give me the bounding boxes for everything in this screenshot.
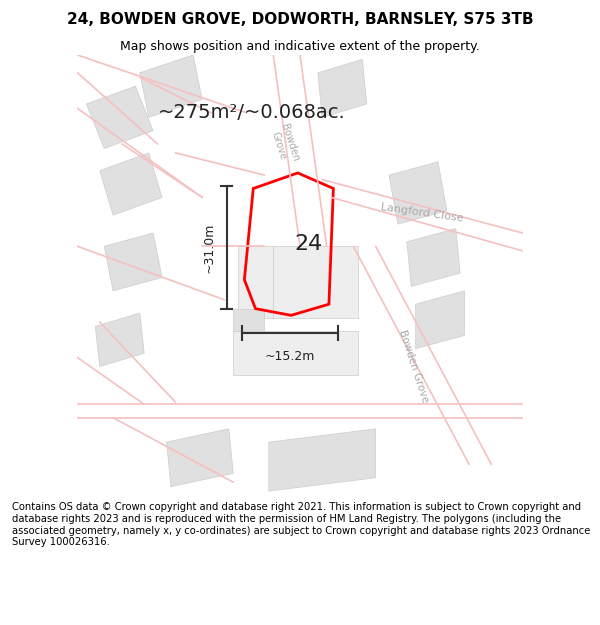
Text: ~275m²/~0.068ac.: ~275m²/~0.068ac.	[158, 103, 346, 122]
Polygon shape	[233, 309, 265, 331]
Polygon shape	[233, 331, 358, 376]
Text: Langford Close: Langford Close	[380, 202, 464, 224]
Polygon shape	[416, 291, 464, 349]
Polygon shape	[104, 233, 162, 291]
Text: 24, BOWDEN GROVE, DODWORTH, BARNSLEY, S75 3TB: 24, BOWDEN GROVE, DODWORTH, BARNSLEY, S7…	[67, 12, 533, 27]
Polygon shape	[95, 313, 144, 366]
Polygon shape	[238, 246, 274, 318]
Polygon shape	[86, 86, 153, 149]
Text: ~15.2m: ~15.2m	[265, 350, 315, 363]
Text: ~31.0m: ~31.0m	[202, 222, 215, 272]
Polygon shape	[318, 59, 367, 118]
Polygon shape	[389, 162, 447, 224]
Polygon shape	[140, 55, 202, 118]
Text: Bowden Grove: Bowden Grove	[397, 329, 430, 404]
Polygon shape	[100, 153, 162, 215]
Polygon shape	[407, 229, 460, 286]
Text: 24: 24	[295, 234, 323, 254]
Text: Bowden
Grove: Bowden Grove	[268, 122, 301, 166]
Text: Map shows position and indicative extent of the property.: Map shows position and indicative extent…	[120, 39, 480, 52]
Polygon shape	[274, 246, 358, 318]
Polygon shape	[269, 429, 376, 491]
Text: Contains OS data © Crown copyright and database right 2021. This information is : Contains OS data © Crown copyright and d…	[12, 503, 590, 548]
Polygon shape	[167, 429, 233, 487]
